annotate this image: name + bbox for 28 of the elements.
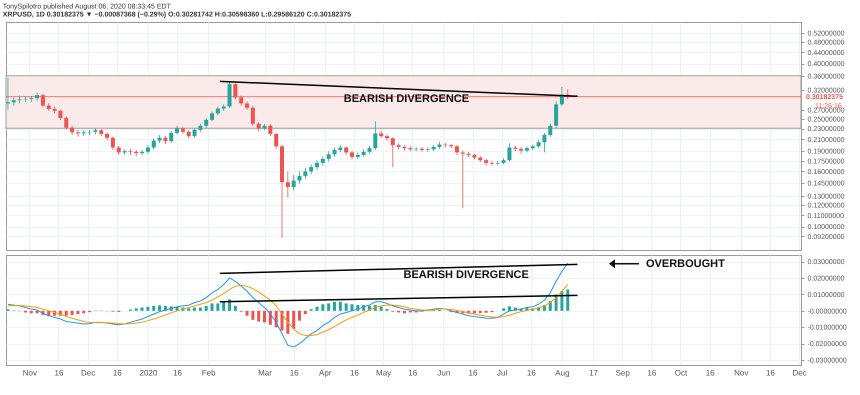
x-tick-label: Nov xyxy=(22,368,37,378)
x-tick-label: 16 xyxy=(290,368,300,378)
x-tick-label: Aug xyxy=(555,368,570,378)
x-tick-label: 16 xyxy=(112,368,122,378)
x-tick-label: Jun xyxy=(437,368,450,378)
x-tick-label: 16 xyxy=(54,368,64,378)
x-tick-label: 16 xyxy=(408,368,418,378)
x-tick-label: Oct xyxy=(674,368,688,378)
x-tick-label: Dec xyxy=(81,368,96,378)
annotation: OVERBOUGHT xyxy=(646,258,726,270)
x-tick-label: 17 xyxy=(589,368,599,378)
x-tick-label: Nov xyxy=(734,368,748,378)
x-tick-label: Dec xyxy=(792,368,807,378)
x-tick-label: 16 xyxy=(647,368,657,378)
annotation: BEARISH DIVERGENCE xyxy=(404,268,529,281)
x-tick-label: 16 xyxy=(706,368,716,378)
x-tick-label: Sep xyxy=(616,368,630,378)
x-tick-label: Apr xyxy=(319,368,332,378)
x-tick-label: 2020 xyxy=(139,368,158,378)
x-tick-label: 16 xyxy=(173,368,183,378)
x-tick-label: Feb xyxy=(202,368,216,378)
x-tick-label: Jul xyxy=(497,368,508,378)
x-tick-label: May xyxy=(376,368,392,378)
x-tick-label: 16 xyxy=(468,368,478,378)
x-tick-label: Mar xyxy=(258,368,272,378)
x-tick-label: 16 xyxy=(350,368,360,378)
x-tick-label: 16 xyxy=(766,368,776,378)
x-tick-label: 16 xyxy=(526,368,536,378)
